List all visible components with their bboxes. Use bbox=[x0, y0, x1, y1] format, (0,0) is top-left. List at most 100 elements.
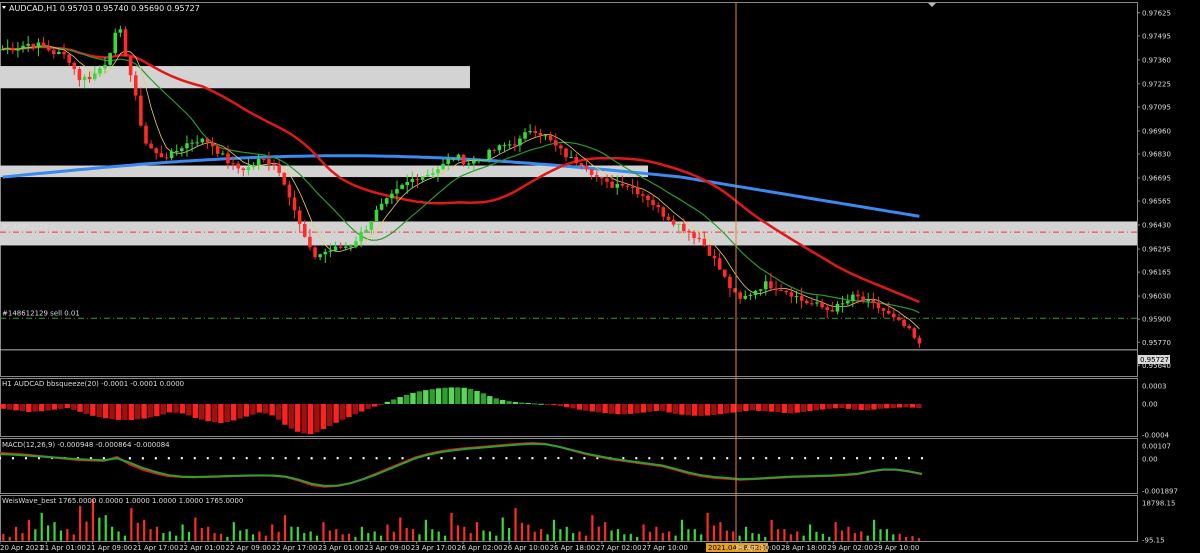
weiswave-bar bbox=[66, 529, 69, 541]
candle-body bbox=[881, 308, 886, 311]
macd-dot bbox=[466, 457, 469, 460]
macd-dot bbox=[219, 457, 222, 460]
squeeze-bar bbox=[647, 404, 653, 412]
weiswave-bar bbox=[34, 529, 37, 541]
squeeze-bar bbox=[871, 404, 877, 410]
candle-body bbox=[390, 193, 394, 199]
candle-body bbox=[144, 125, 148, 144]
time-tick-label: 27 Apr 10:00 bbox=[642, 544, 688, 552]
weiswave-bar bbox=[719, 522, 722, 541]
macd-histogram-dots bbox=[0, 457, 923, 460]
macd-dot bbox=[531, 457, 534, 460]
ma-yellow-line bbox=[2, 45, 920, 330]
squeeze-bar bbox=[570, 404, 576, 409]
squeeze-bar bbox=[896, 404, 903, 408]
squeeze-bar bbox=[243, 404, 250, 417]
weiswave-bar bbox=[828, 536, 831, 541]
squeeze-bar bbox=[640, 404, 647, 413]
time-tick-label: 22 Apr 17:00 bbox=[272, 544, 318, 552]
candle-body bbox=[5, 48, 10, 50]
candle-body bbox=[431, 173, 435, 175]
candle-body bbox=[200, 138, 205, 143]
time-tick-label: 23 Apr 09:00 bbox=[364, 544, 410, 552]
candle-body bbox=[98, 68, 102, 74]
squeeze-bar bbox=[391, 399, 397, 404]
squeeze-bar bbox=[813, 404, 820, 411]
weiswave-bar bbox=[514, 508, 517, 541]
macd-dot bbox=[921, 457, 923, 460]
price-axis: 0.97625 0.97495 0.97360 0.97225 0.97095 0.969… bbox=[1137, 9, 1171, 370]
squeeze-bar bbox=[128, 404, 134, 420]
candle-body bbox=[641, 194, 645, 196]
squeeze-bar bbox=[134, 404, 141, 420]
weiswave-panel[interactable]: WeisWave_best 1765.0000 0.0000 1.0000 1.… bbox=[0, 495, 1176, 545]
squeeze-bar bbox=[83, 404, 90, 414]
candle-body bbox=[574, 157, 579, 164]
weiswave-bar bbox=[245, 529, 248, 541]
squeeze-bar bbox=[282, 404, 288, 425]
weiswave-bar bbox=[290, 526, 293, 541]
macd-dot bbox=[167, 457, 170, 460]
squeeze-bar bbox=[455, 387, 461, 404]
squeeze-bar bbox=[499, 399, 506, 404]
candle-body bbox=[343, 246, 348, 248]
squeeze-bar bbox=[820, 404, 826, 410]
candle-body bbox=[589, 168, 594, 175]
squeeze-bar bbox=[781, 404, 788, 413]
weiswave-bar bbox=[476, 522, 479, 541]
collapse-arrow-icon[interactable] bbox=[2, 6, 6, 9]
weiswave-bar bbox=[578, 531, 581, 541]
weiswave-bar bbox=[456, 525, 459, 541]
weiswave-bar bbox=[8, 536, 11, 541]
weiswave-bar bbox=[866, 535, 869, 541]
price-tick-label: 0.96295 bbox=[1142, 246, 1171, 254]
squeeze-bar bbox=[38, 404, 45, 412]
weiswave-bar bbox=[187, 531, 191, 541]
macd-dot bbox=[908, 457, 911, 460]
squeeze-bar bbox=[397, 397, 403, 404]
weiswave-bar bbox=[296, 526, 299, 541]
candle-body bbox=[533, 131, 538, 133]
squeeze-bar bbox=[826, 404, 832, 409]
zone-rect bbox=[0, 165, 648, 178]
candle-body bbox=[692, 232, 696, 238]
squeeze-bar bbox=[13, 404, 19, 411]
ma-red-line bbox=[2, 45, 920, 304]
candlesticks bbox=[0, 25, 922, 348]
candle-body bbox=[236, 163, 240, 169]
squeeze-bar bbox=[384, 401, 391, 404]
weiswave-bar bbox=[347, 533, 351, 541]
price-panel[interactable]: #148612129 sl #148612129 sell 0.01 AUDCAD… bbox=[0, 2, 1171, 377]
candle-body bbox=[477, 160, 481, 162]
candle-body bbox=[446, 159, 450, 164]
candle-body bbox=[902, 319, 906, 327]
squeeze-bar bbox=[115, 404, 122, 420]
macd-panel[interactable]: MACD(12,26,9) -0.000948 -0.000864 -0.000… bbox=[0, 438, 1178, 496]
weiswave-bar bbox=[482, 530, 485, 541]
squeeze-bar bbox=[519, 402, 525, 404]
squeeze-bar bbox=[583, 404, 589, 411]
weiswave-bar bbox=[796, 531, 799, 541]
candle-body bbox=[733, 288, 737, 293]
weiswave-bar bbox=[501, 517, 504, 541]
weiswave-bar bbox=[386, 524, 389, 541]
macd-dot bbox=[635, 457, 638, 460]
time-tick-label: 23 Apr 17:00 bbox=[411, 544, 457, 552]
squeeze-bar bbox=[762, 404, 768, 412]
squeeze-bar bbox=[538, 403, 544, 405]
bbsqueeze-title: H1 AUDCAD bbsqueeze(20) -0.0001 -0.0001 … bbox=[2, 380, 184, 388]
candle-body bbox=[518, 138, 522, 146]
bbsqueeze-panel[interactable]: H1 AUDCAD bbsqueeze(20) -0.0001 -0.0001 … bbox=[0, 378, 1170, 440]
candle-body bbox=[231, 163, 235, 165]
candle-body bbox=[861, 296, 865, 301]
time-tick-label: 22 Apr 01:00 bbox=[179, 544, 225, 552]
candle-body bbox=[482, 159, 486, 161]
candle-body bbox=[82, 76, 87, 81]
weiswave-bar bbox=[738, 535, 741, 541]
weiswave-bar bbox=[322, 522, 325, 541]
squeeze-bar bbox=[544, 404, 551, 405]
weiswave-bar bbox=[104, 515, 107, 541]
candle-body bbox=[851, 294, 855, 301]
candle-body bbox=[241, 168, 246, 171]
